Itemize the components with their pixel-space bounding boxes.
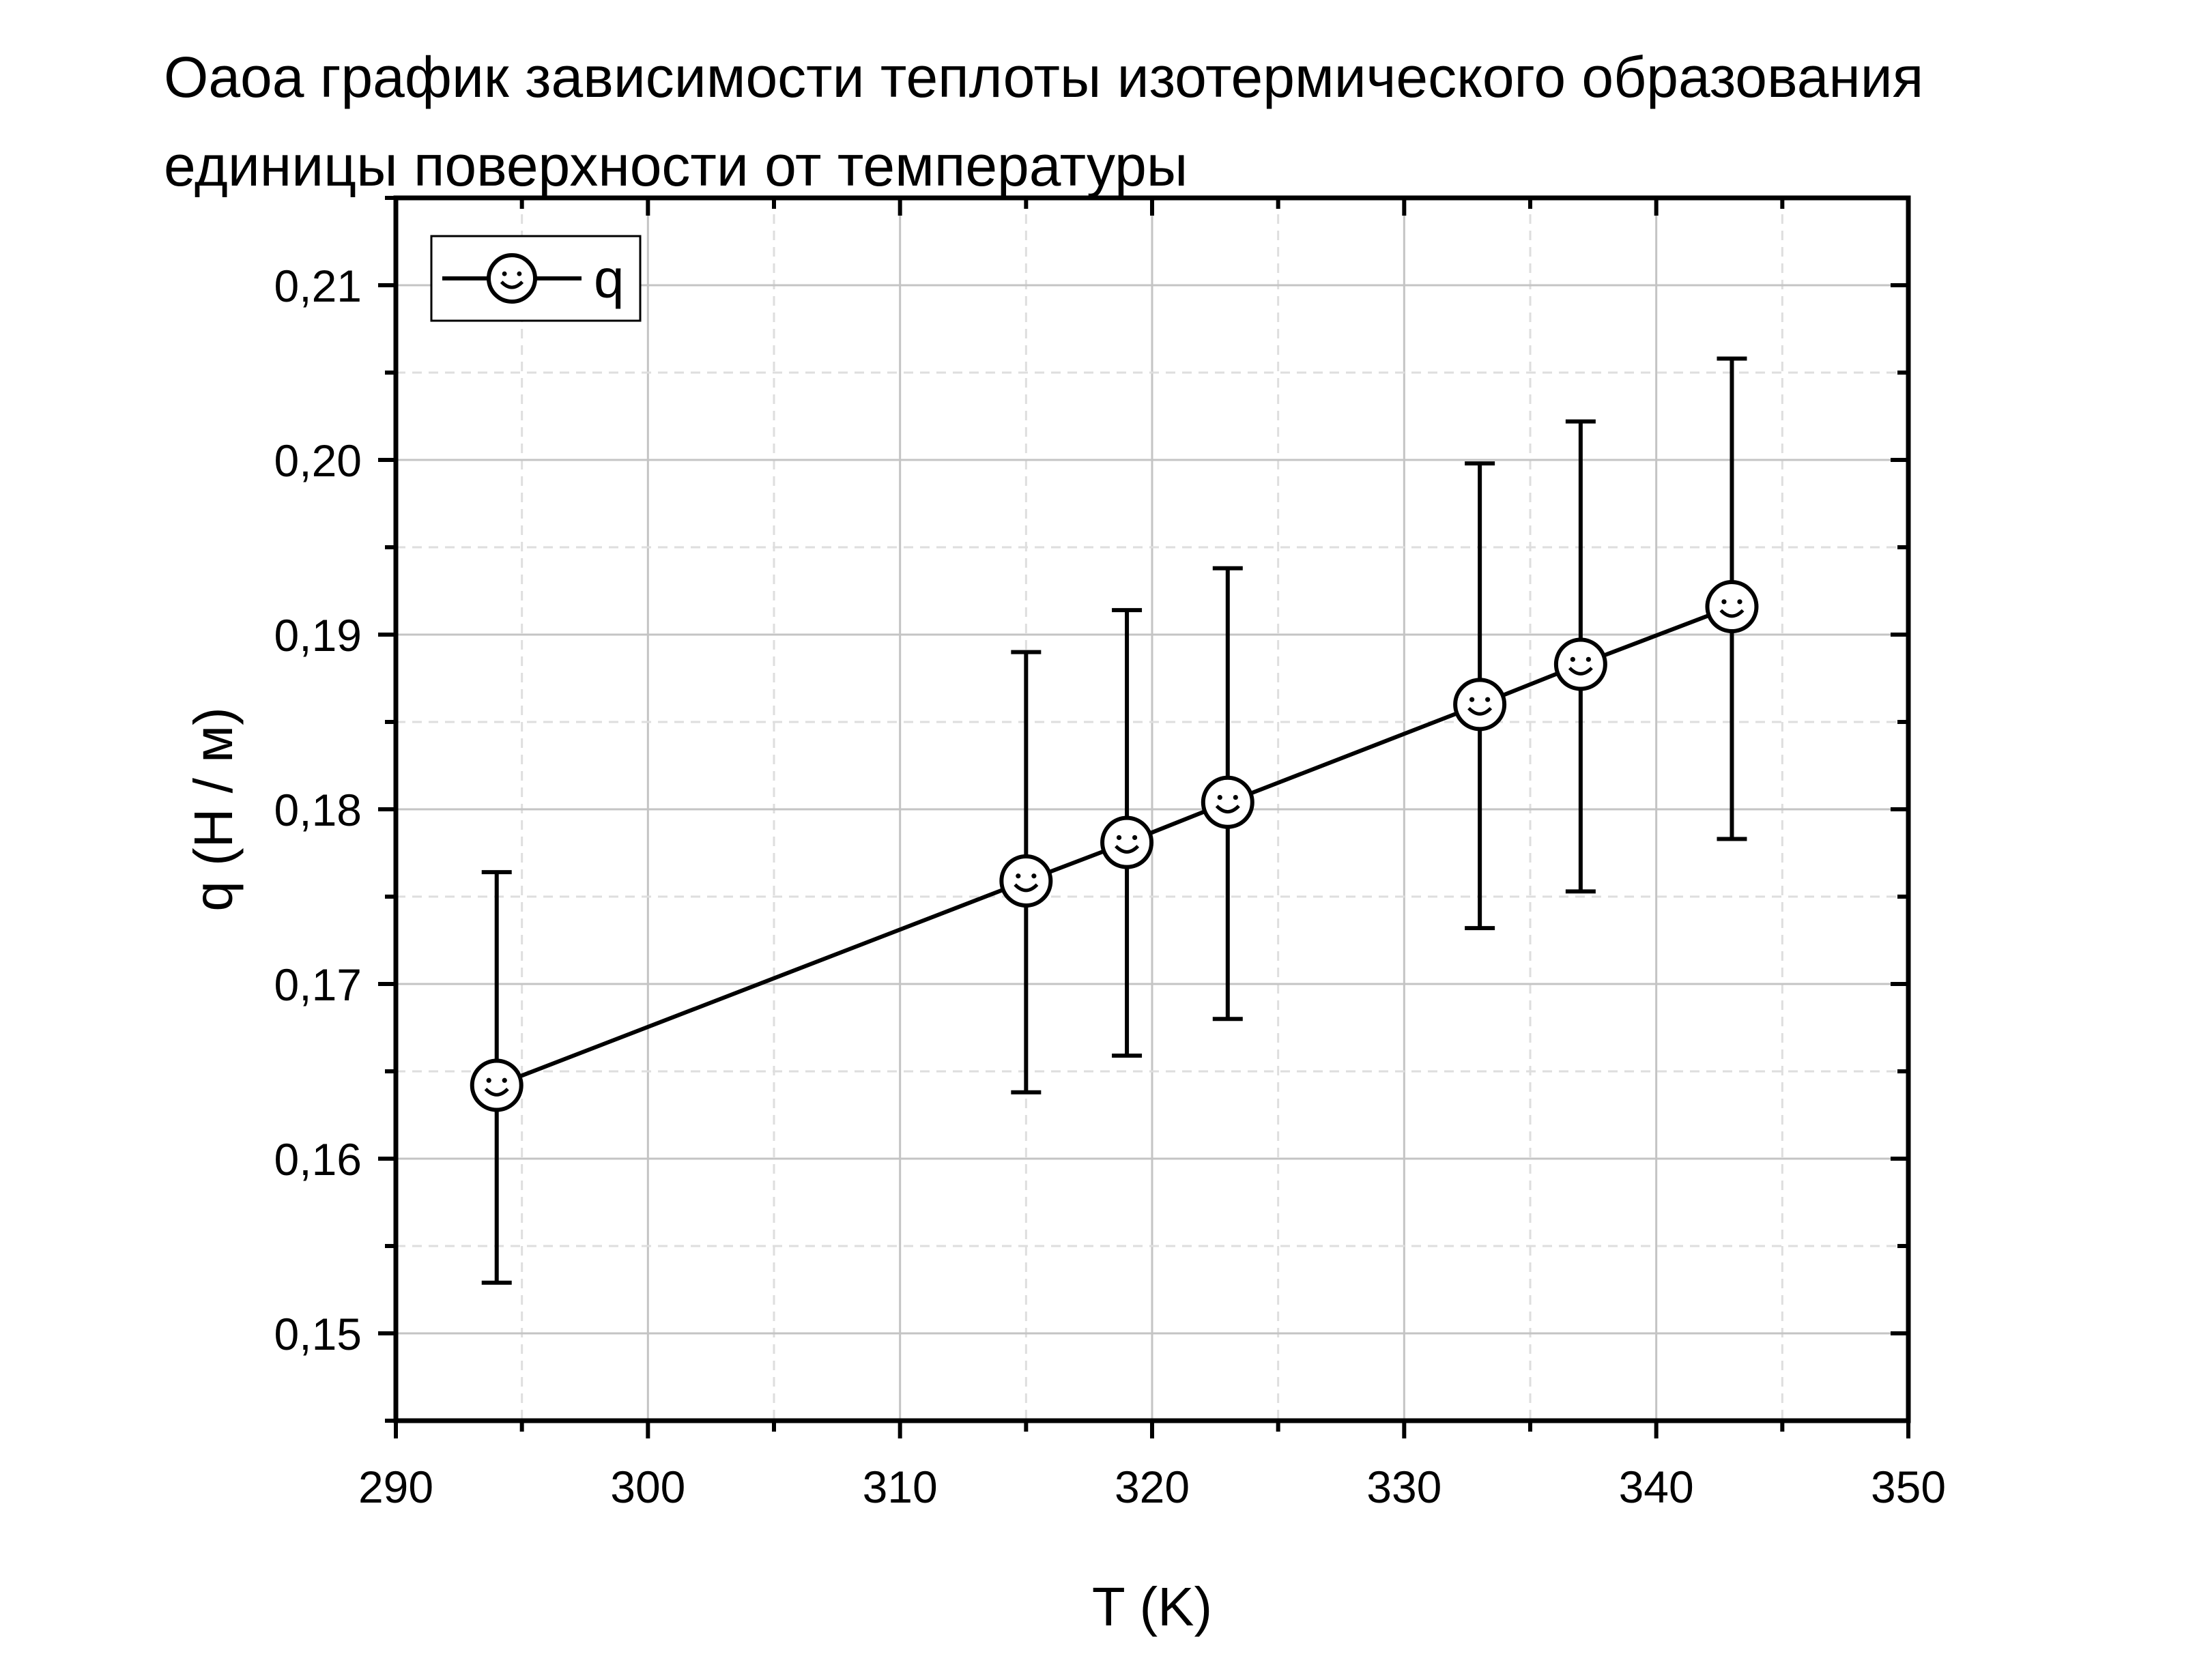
tick-labels: 290 300 310 320 330 340 350 0,15 0,16 0,17 0,18 0,1… [274, 261, 1947, 1512]
series-q [470, 356, 1759, 1285]
y-tick-label: 0,17 [274, 959, 362, 1010]
data-point [1453, 678, 1507, 732]
x-tick-label: 330 [1366, 1462, 1441, 1512]
y-tick-label: 0,20 [274, 435, 362, 486]
marker-smile [1014, 883, 1039, 893]
x-tick-label: 310 [863, 1462, 938, 1512]
x-tick-label: 350 [1871, 1462, 1946, 1512]
x-tick-label: 300 [610, 1462, 685, 1512]
marker-face [1100, 815, 1154, 869]
marker-smile [1467, 706, 1493, 716]
marker-smile [484, 1088, 509, 1097]
data-point [470, 1058, 523, 1112]
marker-eye-right [502, 1077, 507, 1083]
marker-eye-left [1721, 599, 1727, 605]
marker-eye-right [1485, 697, 1491, 702]
marker-eye-right [1031, 873, 1037, 879]
marker-eye-right [517, 271, 522, 276]
y-tick-label: 0,19 [274, 610, 362, 661]
data-point [1705, 580, 1759, 634]
x-tick-label: 290 [358, 1462, 433, 1512]
marker-smile [1568, 667, 1593, 676]
data-point [1100, 815, 1154, 869]
marker-face [487, 253, 537, 304]
x-tick-label: 320 [1115, 1462, 1190, 1512]
marker-face [1201, 775, 1254, 829]
marker-smile [1719, 609, 1745, 618]
ticks [378, 196, 1910, 1438]
grid [396, 198, 1908, 1421]
marker-eye-left [1116, 835, 1122, 841]
marker-eye-left [1217, 794, 1222, 800]
marker-smile [500, 280, 524, 289]
legend-label: q [594, 248, 625, 309]
chart-title: Оаоа график зависимости теплоты изотерми… [164, 33, 2177, 210]
x-tick-label: 340 [1619, 1462, 1694, 1512]
marker-smile [1115, 845, 1140, 854]
marker-face [1705, 580, 1759, 634]
y-axis-label: q (Н / м) [183, 707, 244, 911]
marker-face [1453, 678, 1507, 732]
data-point [1201, 775, 1254, 829]
marker-eye-left [502, 271, 507, 276]
marker-face [470, 1058, 523, 1112]
legend: q [430, 235, 642, 322]
marker-eye-left [1016, 873, 1021, 879]
marker-eye-left [1570, 656, 1575, 662]
marker-eye-right [1737, 599, 1742, 605]
marker-eye-left [486, 1077, 491, 1083]
y-tick-label: 0,16 [274, 1134, 362, 1185]
marker-face [999, 854, 1053, 908]
chart-title-line-1: Оаоа график зависимости теплоты изотерми… [164, 45, 1924, 109]
marker-smile [1215, 805, 1240, 814]
marker-eye-right [1586, 656, 1591, 662]
y-tick-label: 0,21 [274, 261, 362, 311]
marker-face [1553, 637, 1607, 691]
y-tick-label: 0,15 [274, 1309, 362, 1359]
marker-eye-left [1469, 697, 1475, 702]
marker-eye-right [1132, 835, 1138, 841]
data-point [1553, 637, 1607, 691]
x-axis-label: T (K) [1092, 1576, 1212, 1637]
marker-eye-right [1233, 794, 1238, 800]
y-tick-label: 0,18 [274, 785, 362, 835]
legend-marker [487, 253, 537, 304]
data-point [999, 854, 1053, 908]
chart-title-line-2: единицы поверхности от температуры [164, 134, 1188, 198]
